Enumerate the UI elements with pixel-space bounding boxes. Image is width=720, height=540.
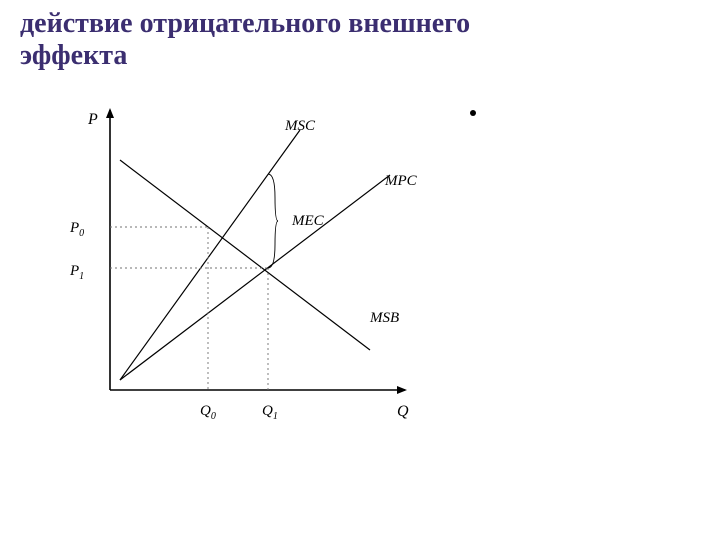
mec-label: MEC <box>291 213 325 229</box>
mpc-label: MPC <box>384 173 418 189</box>
y-axis-arrow <box>106 108 114 118</box>
q0-label: Q0 <box>200 403 216 422</box>
x-axis-label: Q <box>397 403 409 420</box>
mpc-line <box>120 175 390 380</box>
p1-label: P1 <box>69 263 84 282</box>
bullet-marker <box>470 110 476 116</box>
msb-line <box>120 160 370 350</box>
q1-label: Q1 <box>262 403 278 422</box>
msc-label: MSC <box>284 118 316 134</box>
p0-label: P0 <box>69 220 84 239</box>
mec-brace <box>268 174 278 268</box>
externality-chart: P Q MSC MPC MSB MEC P0 P1 Q0 Q1 <box>40 100 480 435</box>
x-axis-arrow <box>397 386 407 394</box>
y-axis-label: P <box>87 111 98 128</box>
msb-label: MSB <box>369 310 399 326</box>
msc-line <box>120 130 300 380</box>
page-title: действие отрицательного внешнего эффекта <box>20 8 580 72</box>
